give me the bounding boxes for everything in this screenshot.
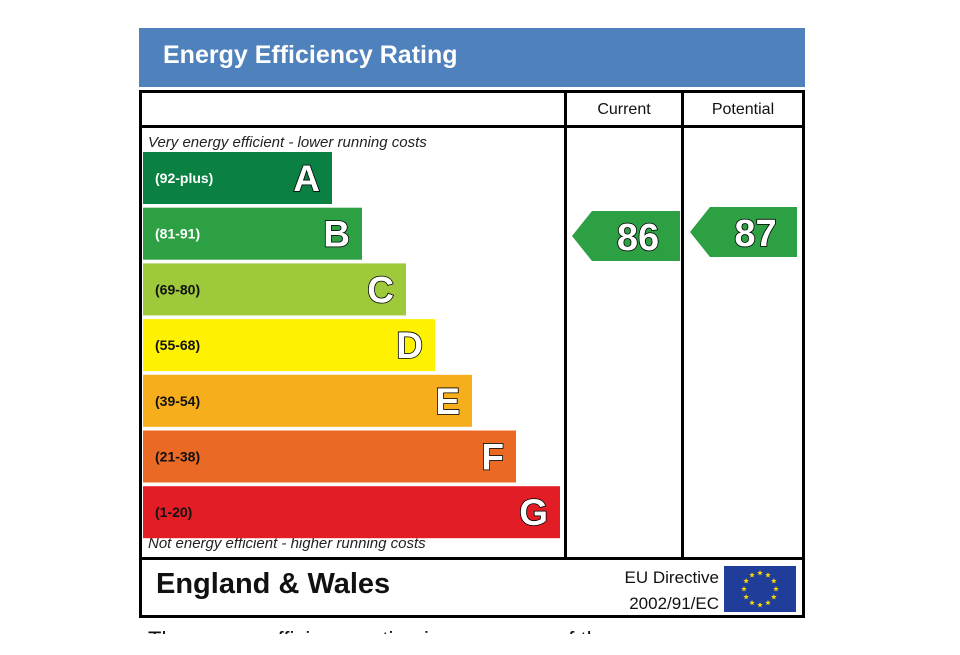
band-g bbox=[143, 486, 560, 539]
band-d bbox=[143, 319, 435, 372]
header-row-divider bbox=[139, 125, 805, 128]
band-range-f: (21-38) bbox=[155, 449, 200, 465]
band-letter-b: B bbox=[323, 214, 350, 255]
potential-rating-value: 87 bbox=[734, 213, 776, 255]
bottom-caption: Not energy efficient - higher running co… bbox=[148, 535, 426, 552]
column-divider-current bbox=[564, 90, 567, 560]
band-range-g: (1-20) bbox=[155, 504, 192, 520]
eu-flag-icon bbox=[724, 566, 796, 612]
eu-star-icon bbox=[771, 578, 777, 584]
potential-rating-arrow bbox=[690, 207, 797, 257]
band-range-c: (69-80) bbox=[155, 281, 200, 297]
band-letter-a: A bbox=[293, 158, 320, 199]
chart-frame bbox=[139, 90, 805, 618]
column-header-potential: Potential bbox=[711, 101, 775, 118]
eu-directive-label: EU Directive bbox=[624, 568, 719, 587]
band-letter-d: D bbox=[396, 325, 423, 366]
band-letter-c: C bbox=[367, 269, 394, 310]
eu-directive-number: 2002/91/EC bbox=[629, 594, 719, 613]
chart-title: Energy Efficiency Rating bbox=[139, 28, 805, 87]
eu-star-icon bbox=[757, 602, 763, 608]
column-divider-potential bbox=[681, 90, 684, 560]
eu-star-icon bbox=[749, 599, 755, 606]
band-range-b: (81-91) bbox=[155, 226, 200, 242]
eu-star-icon bbox=[749, 572, 755, 578]
current-rating-arrow bbox=[572, 211, 680, 261]
top-caption: Very energy efficient - lower running co… bbox=[148, 134, 427, 151]
eu-star-icon bbox=[741, 586, 747, 592]
eu-star-icon bbox=[743, 594, 749, 600]
cutoff-paragraph: The energy efficiency rating is a measur… bbox=[148, 620, 611, 634]
band-letter-g: G bbox=[519, 492, 548, 533]
band-range-d: (55-68) bbox=[155, 337, 200, 353]
band-range-e: (39-54) bbox=[155, 393, 200, 409]
footer-row-divider bbox=[139, 557, 805, 560]
eu-star-icon bbox=[757, 570, 763, 576]
band-range-a: (92-plus) bbox=[155, 170, 213, 186]
eu-star-icon bbox=[765, 599, 771, 606]
eu-star-icon bbox=[773, 586, 779, 592]
band-b bbox=[143, 207, 362, 260]
band-letter-e: E bbox=[435, 381, 460, 422]
band-letter-f: F bbox=[481, 437, 504, 478]
band-c bbox=[143, 263, 406, 316]
band-a bbox=[143, 152, 332, 204]
current-rating-value: 86 bbox=[617, 217, 659, 259]
band-e bbox=[143, 374, 472, 427]
column-header-current: Current bbox=[597, 101, 651, 118]
eu-star-icon bbox=[771, 594, 777, 600]
eu-star-icon bbox=[765, 572, 771, 578]
region-label: England & Wales bbox=[156, 568, 391, 600]
band-f bbox=[143, 430, 516, 483]
eu-star-icon bbox=[743, 578, 749, 584]
